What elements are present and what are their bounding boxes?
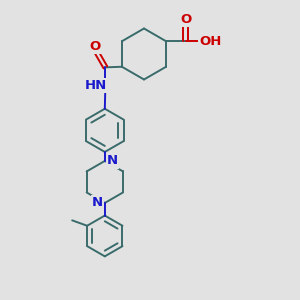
Text: OH: OH xyxy=(199,35,222,48)
Text: N: N xyxy=(92,196,103,209)
Text: O: O xyxy=(89,40,100,53)
Text: HN: HN xyxy=(85,79,107,92)
Text: N: N xyxy=(107,154,118,167)
Text: O: O xyxy=(180,13,191,26)
